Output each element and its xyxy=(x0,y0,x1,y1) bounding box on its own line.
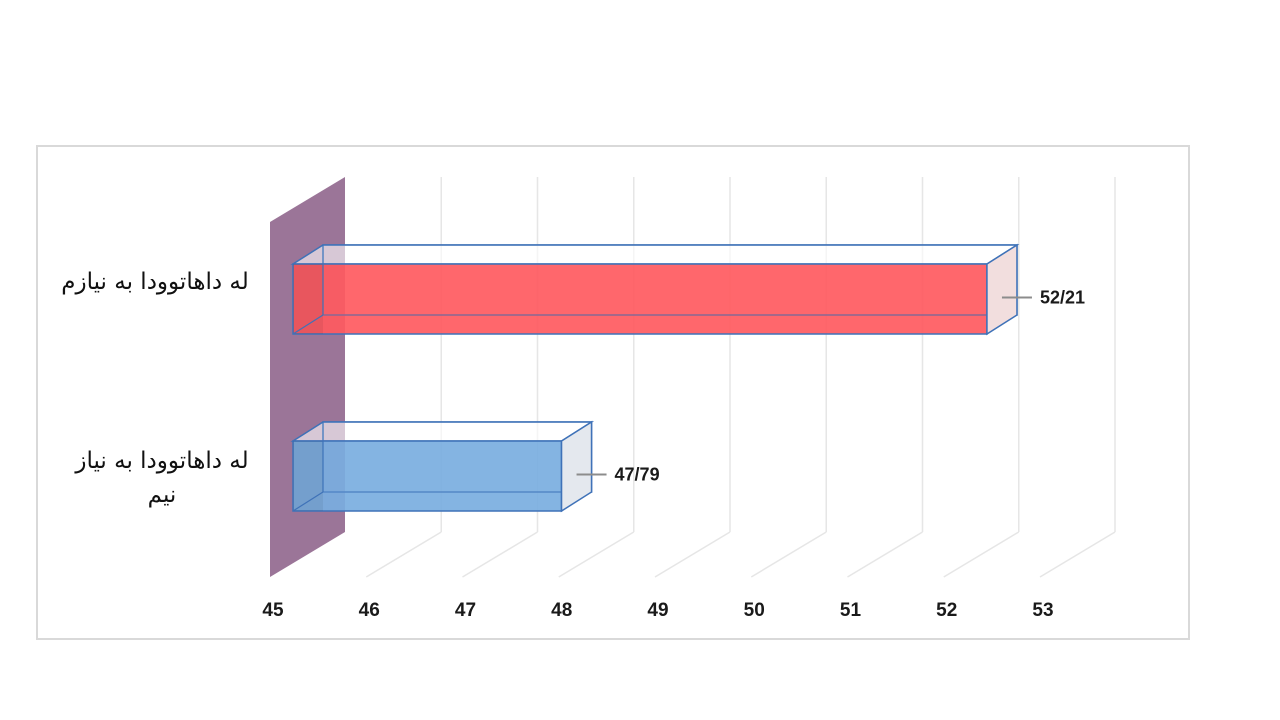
bars xyxy=(290,243,1020,513)
bar-end-face xyxy=(986,243,1018,336)
bar-front-face xyxy=(292,263,988,335)
x-tick-label: 47 xyxy=(455,600,476,621)
floor-gridline xyxy=(558,531,635,578)
bar-top-face xyxy=(290,244,1020,265)
bar xyxy=(290,243,1020,336)
bar-depth-line xyxy=(292,314,324,335)
x-tick-label: 52 xyxy=(936,600,957,621)
chart-frame xyxy=(36,145,1190,640)
x-tick-label: 45 xyxy=(262,600,284,621)
bar-top-face xyxy=(290,421,595,442)
floor-gridline xyxy=(750,531,827,578)
floor-gridline xyxy=(847,531,923,578)
x-axis-ticks: 45 46 47 48 49 50 51 52 53 xyxy=(262,600,1053,621)
x-tick-label: 51 xyxy=(840,600,862,621)
bar-depth-line xyxy=(292,491,324,512)
floor-gridline xyxy=(462,531,538,578)
x-tick-label: 48 xyxy=(551,600,572,621)
data-label: 47/79 xyxy=(615,465,660,485)
bar xyxy=(290,420,595,513)
bar-front-face xyxy=(292,440,563,512)
grid-lines xyxy=(365,177,1116,578)
bar-end-face xyxy=(560,420,593,513)
axis-wall xyxy=(270,177,345,577)
x-tick-label: 50 xyxy=(744,600,765,621)
floor-gridline xyxy=(654,531,731,578)
data-label: 52/21 xyxy=(1040,288,1085,308)
category-label: له داهاتوودا به نیازم xyxy=(61,269,249,295)
floor-gridline xyxy=(1039,531,1116,578)
bar-wall-overlap xyxy=(293,441,323,511)
floor-gridline xyxy=(365,531,442,578)
x-tick-label: 46 xyxy=(359,600,380,621)
bar-wall-overlap xyxy=(293,264,323,334)
category-label: له داهاتوودا به نیاز نیم xyxy=(75,448,249,508)
floor-gridline xyxy=(943,531,1020,578)
x-tick-label: 53 xyxy=(1032,600,1053,621)
x-tick-label: 49 xyxy=(647,600,668,621)
data-labels: 52/21 47/79 xyxy=(576,288,1085,485)
axis-wall-panel xyxy=(270,177,345,577)
